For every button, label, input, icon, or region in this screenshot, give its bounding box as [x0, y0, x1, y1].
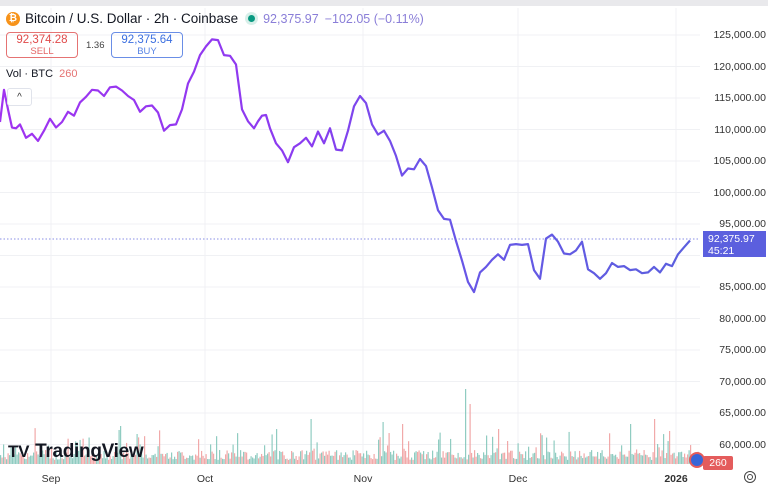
bitcoin-icon: ₿	[6, 11, 20, 26]
price-line	[0, 38, 691, 294]
buy-label: BUY	[137, 46, 157, 57]
chart-grid	[0, 8, 700, 465]
settings-icon[interactable]	[744, 471, 756, 483]
price-scale-label: 75,000.00	[719, 344, 766, 356]
time-scale-label: 2026	[664, 473, 688, 485]
price-scale-label: 85,000.00	[719, 281, 766, 293]
price-scale-label: 120,000.00	[713, 60, 766, 73]
chevron-up-icon: ^	[17, 91, 22, 103]
last-price-label: 92,375.97 45:21	[703, 231, 766, 257]
legend-last-price: 92,375.97	[263, 11, 319, 26]
sell-price: 92,374.28	[16, 34, 68, 46]
price-scale-label: 95,000.00	[719, 218, 766, 230]
time-scale-label: Nov	[353, 473, 373, 485]
chart-legend: ₿ Bitcoin / U.S. Dollar · 2h · Coinbase …	[6, 11, 424, 26]
time-scale-label: Oct	[196, 473, 214, 485]
price-scale-label: 80,000.00	[719, 312, 766, 325]
price-scale-label: 110,000.00	[714, 123, 766, 136]
price-scale-label: 115,000.00	[714, 92, 766, 104]
top-band	[0, 0, 768, 6]
price-scale-label: 125,000.00	[713, 29, 766, 41]
buy-price: 92,375.64	[121, 34, 173, 46]
price-scale-label: 70,000.00	[719, 375, 766, 388]
volume-label: Vol · BTC	[6, 68, 54, 80]
time-scale-label: Sep	[41, 473, 61, 485]
volume-value: 260	[59, 68, 78, 80]
collapse-legend-button[interactable]: ^	[7, 88, 32, 106]
volume-histogram	[0, 389, 701, 464]
spread-value: 1.36	[86, 40, 105, 51]
volume-badge: 260	[703, 456, 733, 470]
tradingview-logo-icon: TV	[8, 442, 30, 461]
price-scale-label: 60,000.00	[719, 438, 766, 451]
sell-label: SELL	[30, 46, 54, 57]
time-scale-label: Dec	[508, 473, 528, 485]
price-scale-label: 100,000.00	[713, 186, 766, 199]
price-scale-label: 65,000.00	[719, 407, 766, 419]
bar-countdown: 45:21	[708, 245, 735, 257]
last-price-value: 92,375.97	[708, 233, 755, 245]
sell-button[interactable]: 92,374.28 SELL	[6, 32, 78, 58]
market-status-icon	[248, 15, 256, 22]
volume-legend: Vol · BTC 260	[6, 68, 77, 80]
tradingview-logo[interactable]: TV TradingView	[8, 441, 144, 463]
buy-button[interactable]: 92,375.64 BUY	[111, 32, 183, 58]
price-scale-label: 105,000.00	[713, 155, 766, 167]
symbol-title[interactable]: Bitcoin / U.S. Dollar · 2h · Coinbase	[25, 11, 239, 26]
legend-change: −102.05 (−0.11%)	[324, 11, 424, 26]
tradingview-logo-text: TradingView	[35, 441, 144, 462]
